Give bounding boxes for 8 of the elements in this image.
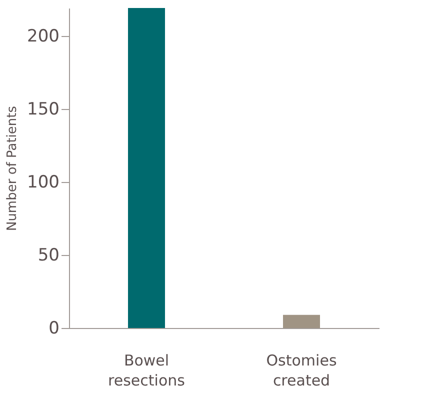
x-tick-label: Bowel resections: [108, 352, 186, 390]
y-axis-title: Number of Patients: [5, 106, 20, 232]
x-tick-label: Ostomies created: [266, 352, 337, 390]
y-tick-label: 100: [27, 172, 60, 192]
y-tick-label: 0: [48, 318, 60, 338]
y-tick-label: 150: [27, 99, 60, 120]
y-tick-label: 200: [27, 26, 60, 46]
y-tick-label: 50: [38, 245, 60, 266]
